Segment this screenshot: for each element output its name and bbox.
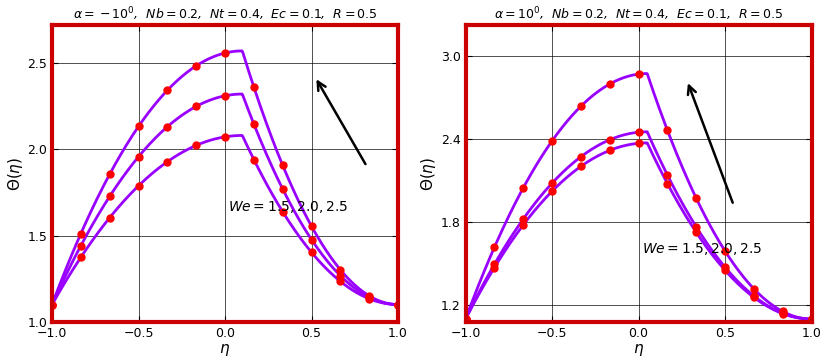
Text: $We = 1.5,  2.0,  2.5$: $We = 1.5, 2.0, 2.5$ [642, 241, 762, 257]
Y-axis label: $\Theta(\eta)$: $\Theta(\eta)$ [419, 156, 438, 190]
Y-axis label: $\Theta(\eta)$: $\Theta(\eta)$ [6, 156, 25, 190]
Title: $\alpha = -10^0$,  $Nb = 0.2$,  $Nt = 0.4$,  $Ec = 0.1$,  $R = 0.5$: $\alpha = -10^0$, $Nb = 0.2$, $Nt = 0.4$… [73, 5, 377, 23]
X-axis label: $\eta$: $\eta$ [219, 343, 231, 359]
Title: $\alpha = 10^0$,  $Nb = 0.2$,  $Nt = 0.4$,  $Ec = 0.1$,  $R = 0.5$: $\alpha = 10^0$, $Nb = 0.2$, $Nt = 0.4$,… [494, 5, 783, 23]
X-axis label: $\eta$: $\eta$ [633, 343, 644, 359]
Text: $We = 1.5,  2.0,  2.5$: $We = 1.5, 2.0, 2.5$ [228, 199, 349, 215]
